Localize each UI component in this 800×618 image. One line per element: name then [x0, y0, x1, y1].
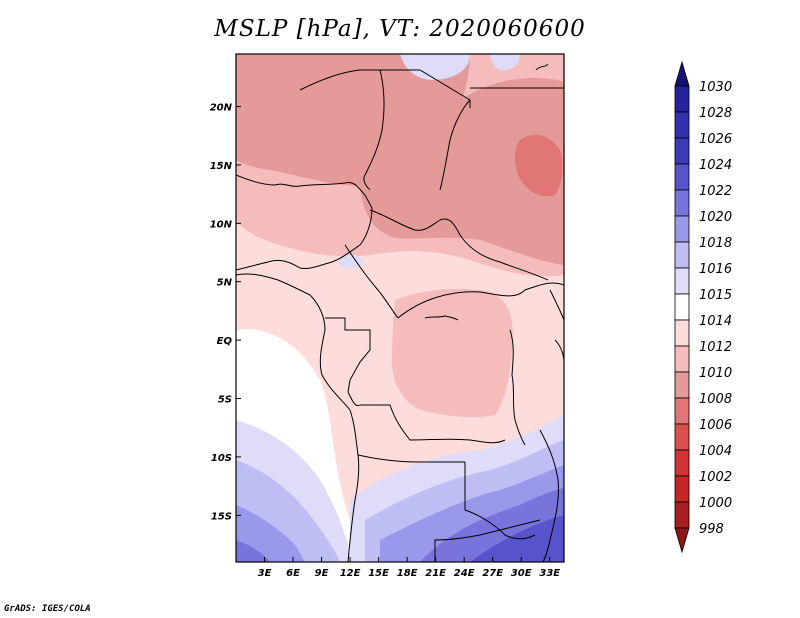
colorbar-segment [674, 475, 690, 503]
colorbar-label: 1008 [699, 392, 732, 407]
botswana-border [434, 519, 541, 562]
libya-border [299, 69, 471, 108]
colorbar-segment [674, 85, 690, 113]
colorbar-segment [674, 345, 690, 373]
field-1018-sw [236, 505, 305, 562]
longitude-axis: 3E 6E 9E 12E 15E 18E 21E 24E 27E 30E 33E [258, 557, 560, 579]
cameroon-border [344, 244, 399, 319]
colorbar-label: 1014 [699, 314, 732, 329]
grads-credit: GrADS: IGES/COLA [4, 604, 91, 614]
west-africa-border [236, 174, 373, 271]
colorbar-segment [674, 267, 690, 295]
lon-tick-label: 9E [315, 568, 329, 579]
colorbar-label: 1024 [699, 158, 732, 173]
colorbar-label: 1006 [699, 418, 732, 433]
rift-lakes [509, 329, 526, 446]
colorbar-top-arrow [674, 60, 690, 87]
colorbar-segment [674, 501, 690, 529]
gabon-congo-border [325, 317, 371, 393]
field-1015-pocket [338, 254, 364, 269]
latitude-axis: 20N 15N 10N 5N EQ 5S 10S 15S [210, 103, 241, 522]
colorbar-label: 1020 [699, 210, 732, 225]
chad-sudan-border [439, 99, 471, 191]
colorbar: 1030 1028 1026 1024 1022 1020 1018 1016 1015 1014… [674, 60, 732, 554]
lat-tick-label: 10S [211, 453, 232, 464]
colorbar-label: 1010 [699, 366, 732, 381]
lon-tick-label: 27E [482, 568, 503, 579]
congo-north-border [397, 282, 564, 319]
car-border [369, 209, 549, 281]
colorbar-label: 1004 [699, 444, 732, 459]
lat-tick-label: 5N [217, 278, 233, 289]
congo-river-segment [424, 315, 459, 321]
colorbar-label: 1018 [699, 236, 732, 251]
colorbar-segment [674, 189, 690, 217]
lat-tick-label: 5S [218, 395, 232, 406]
atlantic-coast [236, 273, 360, 562]
colorbar-segment [674, 111, 690, 139]
kenya-border [549, 289, 564, 321]
colorbar-segment [674, 137, 690, 165]
colorbar-label: 1026 [699, 132, 732, 147]
colorbar-label: 1022 [699, 184, 732, 199]
lon-tick-label: 24E [454, 568, 475, 579]
lon-tick-label: 18E [397, 568, 418, 579]
zambia-border [464, 462, 536, 540]
colorbar-label: 998 [699, 522, 724, 537]
colorbar-segment [674, 397, 690, 425]
lon-tick-label: 6E [286, 568, 300, 579]
lon-tick-label: 30E [511, 568, 532, 579]
lat-tick-label: 20N [210, 103, 233, 114]
niger-chad-border [363, 69, 385, 191]
map-title: MSLP [hPa], VT: 2020060600 [214, 16, 586, 42]
colorbar-segment [674, 423, 690, 451]
colorbar-segment [674, 163, 690, 191]
colorbar-segment [674, 371, 690, 399]
colorbar-segment [674, 241, 690, 269]
lat-tick-label: 10N [210, 219, 233, 230]
lat-tick-label: 15N [210, 161, 233, 172]
field-1016-ne [490, 54, 520, 71]
drc-angola-border [347, 391, 506, 444]
angola-namibia-border [357, 454, 465, 463]
red-sea-coast [535, 63, 549, 71]
lon-tick-label: 12E [340, 568, 361, 579]
field-1016-nw [400, 54, 470, 80]
lon-tick-label: 21E [425, 568, 446, 579]
colorbar-label: 1016 [699, 262, 732, 277]
field-1010-basin [391, 288, 513, 418]
lon-tick-label: 3E [258, 568, 272, 579]
mozambique-border [539, 429, 559, 562]
colorbar-segment [674, 319, 690, 347]
colorbar-segment [674, 293, 690, 321]
colorbar-segment [674, 449, 690, 477]
field-1008-east [360, 78, 564, 265]
lon-tick-label: 33E [539, 568, 560, 579]
colorbar-segment [674, 215, 690, 243]
colorbar-label: 1000 [699, 496, 732, 511]
map-frame [235, 53, 565, 563]
colorbar-label: 1002 [699, 470, 732, 485]
colorbar-label: 1030 [699, 80, 732, 95]
lat-tick-label: 15S [211, 511, 232, 522]
pressure-field [236, 54, 564, 562]
colorbar-label: 1015 [699, 288, 732, 303]
field-1006-low [514, 134, 563, 197]
colorbar-label: 1012 [699, 340, 732, 355]
field-1020-sw [236, 540, 270, 562]
lat-tick-label: EQ [217, 336, 233, 347]
political-boundaries [236, 63, 564, 562]
lon-tick-label: 15E [368, 568, 389, 579]
colorbar-bottom-arrow [674, 527, 690, 554]
colorbar-label: 1028 [699, 106, 732, 121]
